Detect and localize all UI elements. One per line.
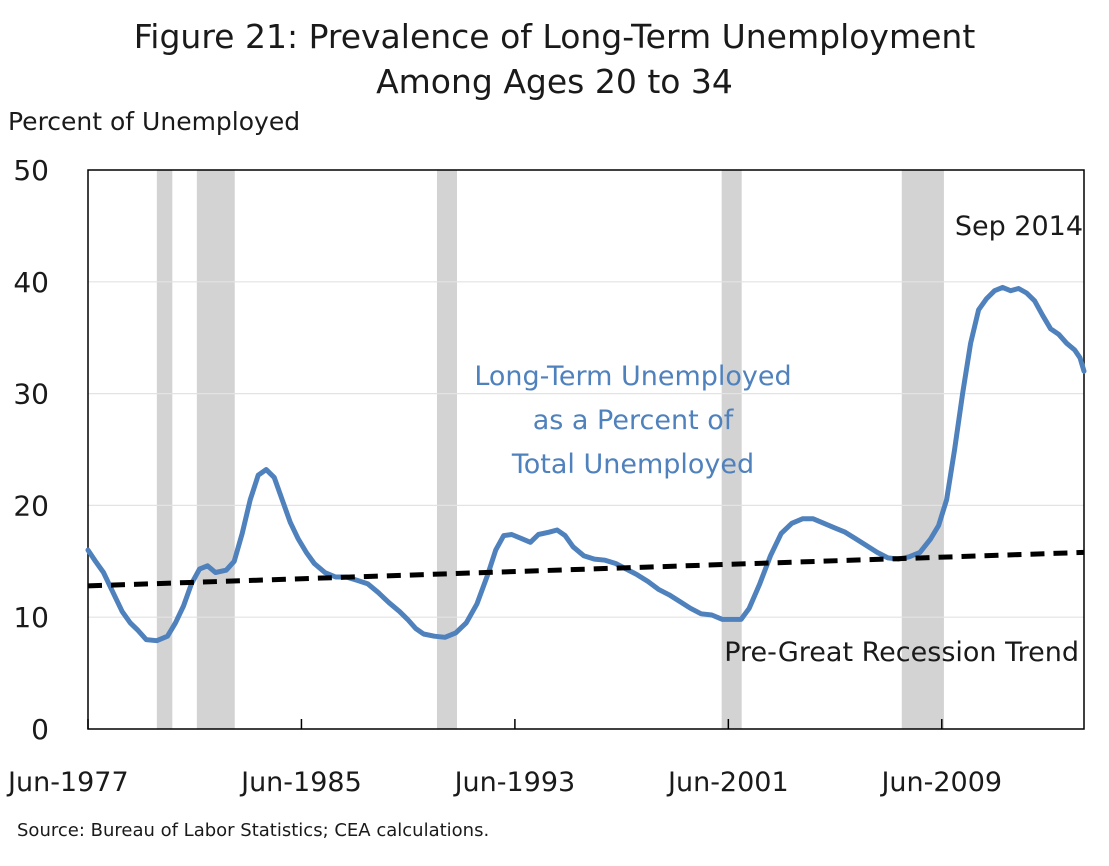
annotation-trend-label-line-1: Pre-Great Recession Trend <box>724 637 1079 668</box>
chart-title-line-2: Among Ages 20 to 34 <box>376 62 733 101</box>
source-note: Source: Bureau of Labor Statistics; CEA … <box>17 820 490 841</box>
x-tick-label-3: Jun-1993 <box>453 767 576 798</box>
annotation-series-label-line-2: as a Percent of <box>533 405 735 436</box>
y-axis-label: Percent of Unemployed <box>8 107 301 136</box>
plot-area-frame <box>87 169 1085 730</box>
recession-band-5 <box>901 170 944 729</box>
x-tick-label-1: Jun-1977 <box>6 767 129 798</box>
x-tick-label-2: Jun-1985 <box>239 767 362 798</box>
chart-title: Figure 21: Prevalence of Long-Term Unemp… <box>0 14 1109 104</box>
gridlines <box>88 281 1084 618</box>
recession-bands <box>156 170 944 729</box>
y-tick-label-0: 0 <box>31 713 49 746</box>
recession-band-2 <box>196 170 235 729</box>
annotation-series-label-line-3: Total Unemployed <box>511 449 754 480</box>
x-axis-tick-labels: Jun-1977 Jun-1985 Jun-1993 Jun-2001 Jun-2009 <box>6 767 1002 798</box>
annotation-sep-2014-line-1: Sep 2014 <box>955 211 1083 242</box>
recession-band-1 <box>156 170 173 729</box>
recession-band-3 <box>436 170 457 729</box>
y-axis-tick-labels: 0 10 20 30 40 50 <box>13 154 49 746</box>
series-layer <box>85 284 1087 644</box>
x-tick-label-4: Jun-2001 <box>666 767 789 798</box>
chart-title-line-1: Figure 21: Prevalence of Long-Term Unemp… <box>133 17 976 56</box>
annotation-series-label: Long-Term Unemployed as a Percent of Total… <box>474 361 791 480</box>
y-tick-label-30: 30 <box>13 378 49 411</box>
y-tick-label-50: 50 <box>13 154 49 187</box>
series-line-long-term-unemployed <box>85 284 1087 644</box>
annotation-trend-label: Pre-Great Recession Trend <box>724 637 1079 668</box>
trend-line <box>87 549 1085 589</box>
x-axis-tick-marks <box>87 719 943 729</box>
annotation-series-label-line-1: Long-Term Unemployed <box>474 361 791 392</box>
annotations: Long-Term Unemployed as a Percent of Total… <box>474 211 1083 668</box>
annotation-sep-2014: Sep 2014 <box>955 211 1083 242</box>
recession-band-4 <box>721 170 742 729</box>
x-tick-label-5: Jun-2009 <box>879 767 1002 798</box>
y-tick-label-40: 40 <box>13 266 49 299</box>
y-tick-label-20: 20 <box>13 489 49 522</box>
y-tick-label-10: 10 <box>13 601 49 634</box>
